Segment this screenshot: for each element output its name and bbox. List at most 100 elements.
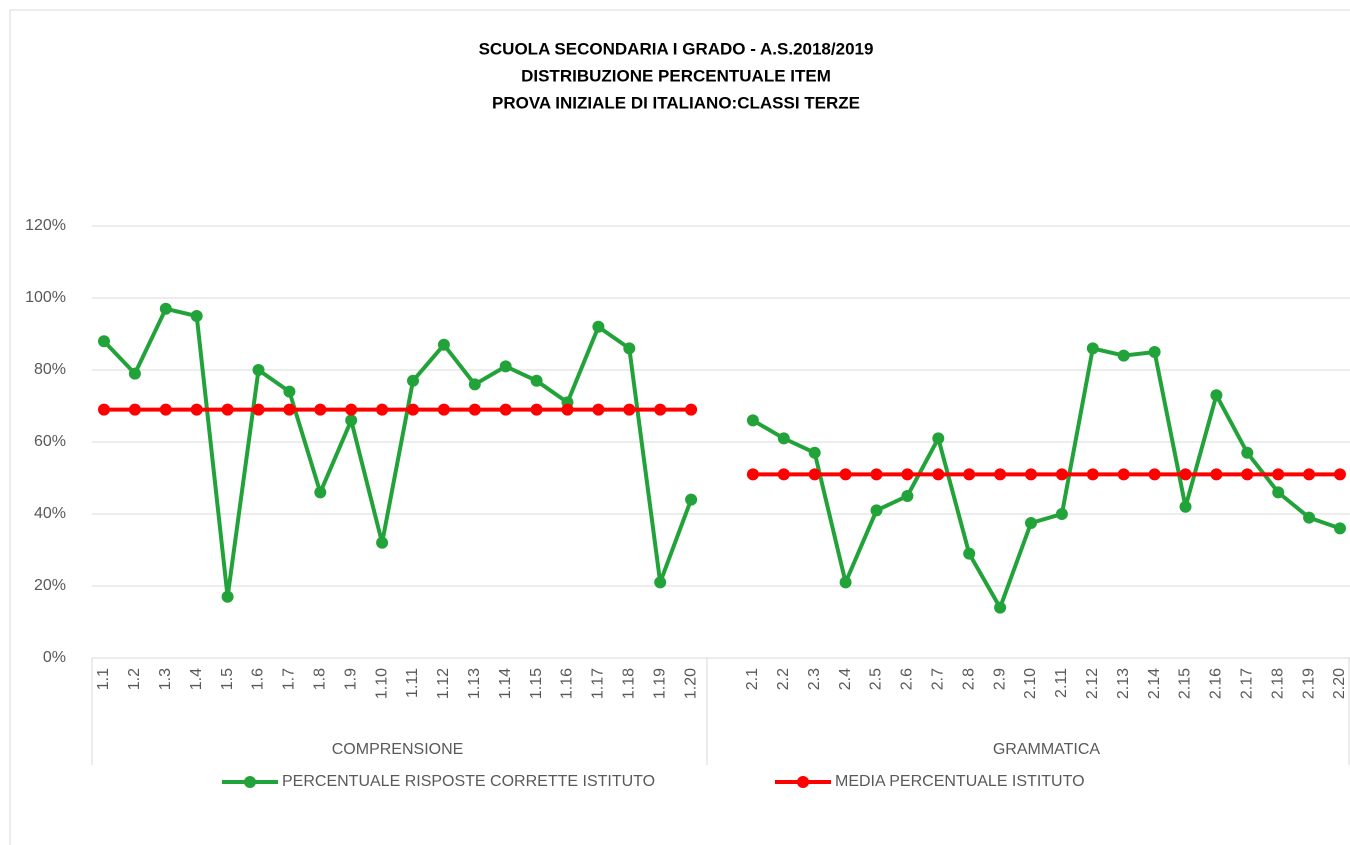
x-tick-label: 2.1 — [744, 668, 761, 690]
y-tick-label: 120% — [25, 217, 66, 234]
point — [530, 403, 543, 416]
point — [1334, 522, 1346, 535]
point — [808, 446, 821, 459]
series-line — [102, 306, 693, 598]
point — [314, 486, 327, 499]
legend-label: PERCENTUALE RISPOSTE CORRETTE ISTITUTO — [282, 773, 655, 790]
point — [499, 403, 512, 416]
point — [252, 403, 265, 416]
point — [963, 547, 976, 560]
point — [592, 403, 605, 416]
point — [190, 403, 203, 416]
y-tick-label: 40% — [34, 505, 66, 522]
point — [1210, 468, 1223, 481]
point — [1334, 468, 1346, 481]
x-tick-label: 2.4 — [837, 668, 854, 690]
x-tick-label: 2.5 — [868, 668, 885, 690]
point — [746, 468, 759, 481]
y-tick-label: 20% — [34, 577, 66, 594]
point — [561, 403, 574, 416]
point — [190, 310, 203, 322]
point — [623, 403, 636, 416]
y-tick-label: 100% — [25, 289, 66, 306]
point — [1055, 508, 1068, 520]
x-tick-label: 2.3 — [806, 668, 823, 690]
point — [963, 468, 976, 481]
x-tick-label: 1.7 — [281, 668, 298, 690]
legend-label: MEDIA PERCENTUALE ISTITUTO — [835, 773, 1085, 790]
x-tick-label: 1.20 — [682, 668, 699, 699]
point — [592, 320, 605, 333]
point — [1148, 346, 1161, 358]
point — [1025, 468, 1037, 481]
point — [901, 490, 914, 502]
point — [870, 468, 883, 481]
chart-title: PROVA INIZIALE DI ITALIANO:CLASSI TERZE — [492, 93, 860, 112]
point — [1272, 468, 1285, 481]
x-tick-label: 1.3 — [157, 668, 174, 690]
point — [1086, 468, 1099, 481]
x-tick-label: 2.16 — [1208, 668, 1225, 699]
point — [839, 576, 852, 589]
x-tick-label: 1.8 — [312, 668, 329, 690]
x-tick-label: 2.8 — [960, 668, 977, 690]
point — [1055, 468, 1068, 481]
x-tick-label: 2.13 — [1115, 668, 1132, 699]
point — [159, 302, 172, 315]
point — [376, 536, 389, 549]
point — [1241, 446, 1254, 459]
point — [407, 374, 419, 387]
chart-title: SCUOLA SECONDARIA I GRADO - A.S.2018/201… — [479, 39, 874, 58]
point — [1241, 468, 1254, 481]
point — [1117, 349, 1130, 362]
point — [777, 468, 790, 481]
x-tick-label: 2.6 — [899, 668, 916, 690]
point — [1179, 500, 1192, 513]
point — [283, 403, 296, 416]
x-tick-label: 2.2 — [775, 668, 792, 690]
x-tick-label: 2.14 — [1146, 668, 1163, 699]
point — [283, 385, 296, 398]
point — [901, 468, 914, 481]
point — [1148, 468, 1161, 481]
point — [932, 468, 945, 481]
y-tick-label: 0% — [43, 649, 66, 666]
point — [808, 468, 821, 481]
point — [654, 576, 667, 589]
x-tick-label: 2.9 — [991, 668, 1008, 690]
x-tick-label: 2.17 — [1239, 668, 1256, 699]
point — [376, 403, 389, 416]
x-tick-label: 1.17 — [590, 668, 607, 699]
point — [1117, 468, 1130, 481]
point — [654, 403, 667, 416]
x-tick-label: 1.9 — [342, 668, 359, 690]
y-tick-label: 60% — [34, 433, 66, 450]
x-tick-label: 1.4 — [188, 668, 205, 690]
point — [252, 364, 265, 376]
x-tick-label: 1.5 — [219, 668, 236, 690]
x-tick-label: 2.15 — [1177, 668, 1194, 699]
legend-marker — [244, 776, 256, 788]
point — [530, 374, 543, 387]
point — [1210, 389, 1223, 402]
point — [623, 342, 636, 355]
series-line — [751, 345, 1341, 613]
point — [98, 335, 110, 348]
x-tick-label: 1.19 — [651, 668, 668, 699]
point — [437, 338, 450, 351]
point — [468, 403, 481, 416]
point — [468, 378, 481, 391]
point — [1272, 486, 1285, 499]
chart-border — [9, 9, 1350, 845]
point — [1303, 468, 1316, 481]
x-tick-label: 2.20 — [1331, 668, 1348, 699]
chart-title: DISTRIBUZIONE PERCENTUALE ITEM — [521, 66, 831, 85]
point — [839, 468, 852, 481]
x-tick-label: 2.12 — [1084, 668, 1101, 699]
point — [499, 360, 512, 373]
x-tick-label: 1.11 — [404, 668, 421, 698]
point — [1303, 511, 1316, 524]
point — [932, 432, 945, 445]
